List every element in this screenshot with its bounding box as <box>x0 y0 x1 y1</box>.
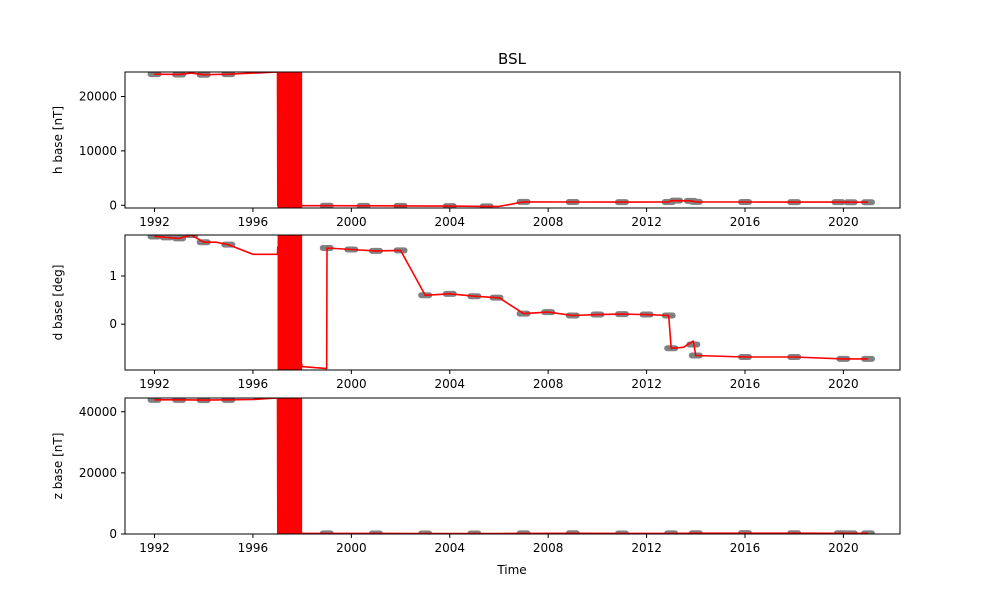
y-tick-label: 20000 <box>79 466 117 480</box>
x-tick-label: 2016 <box>730 377 761 391</box>
axes-frame <box>124 234 901 371</box>
x-tick-label: 2016 <box>730 215 761 229</box>
dense-oscillation-block <box>277 398 303 534</box>
y-axis-label: h base [nT] <box>51 106 65 174</box>
x-tick-label: 2016 <box>730 541 761 555</box>
axes-frame <box>124 397 901 535</box>
x-tick-label: 2020 <box>828 215 859 229</box>
x-tick-label: 2008 <box>533 377 564 391</box>
y-axis-label: z base [nT] <box>51 433 65 500</box>
y-tick-label: 1 <box>109 269 117 283</box>
x-axis-label: Time <box>496 563 526 577</box>
series-line <box>154 72 868 208</box>
x-tick-label: 2000 <box>336 541 367 555</box>
figure-title: BSL <box>498 50 527 68</box>
x-tick-label: 2012 <box>631 377 662 391</box>
y-tick-label: 20000 <box>79 89 117 103</box>
y-tick-label: 10000 <box>79 144 117 158</box>
x-tick-label: 2012 <box>631 541 662 555</box>
x-tick-label: 2000 <box>336 215 367 229</box>
x-tick-label: 2004 <box>434 215 465 229</box>
subplot-2: 1992 1996 2000 2004 2008 2012 2016 2020 0 1 d base… <box>51 234 901 391</box>
y-tick-label: 0 <box>109 317 117 331</box>
y-tick-label: 0 <box>109 198 117 212</box>
dense-oscillation-block <box>277 72 303 208</box>
plot-area <box>147 235 876 370</box>
x-tick-label: 1992 <box>139 541 170 555</box>
subplots: 1992 1996 2000 2004 2008 2012 2016 2020 0 10000 20… <box>51 71 901 555</box>
x-tick-label: 1992 <box>139 215 170 229</box>
x-tick-label: 2004 <box>434 377 465 391</box>
x-tick-label: 2020 <box>828 541 859 555</box>
plot-area <box>147 72 876 208</box>
y-tick-label: 0 <box>109 527 117 541</box>
x-tick-label: 2008 <box>533 215 564 229</box>
series-line <box>154 235 868 370</box>
x-tick-label: 2020 <box>828 377 859 391</box>
subplot-1: 1992 1996 2000 2004 2008 2012 2016 2020 0 10000 20… <box>51 71 901 229</box>
x-tick-label: 2008 <box>533 541 564 555</box>
x-tick-label: 1996 <box>238 215 269 229</box>
axes-frame <box>124 71 901 209</box>
y-axis-label: d base [deg] <box>51 265 65 341</box>
x-tick-label: 1996 <box>238 541 269 555</box>
y-tick-label: 40000 <box>79 405 117 419</box>
x-tick-label: 1992 <box>139 377 170 391</box>
x-tick-label: 2012 <box>631 215 662 229</box>
subplot-3: 1992 1996 2000 2004 2008 2012 2016 2020 0 20000 40… <box>51 397 901 555</box>
x-tick-label: 2004 <box>434 541 465 555</box>
x-tick-label: 1996 <box>238 377 269 391</box>
x-tick-label: 2000 <box>336 377 367 391</box>
